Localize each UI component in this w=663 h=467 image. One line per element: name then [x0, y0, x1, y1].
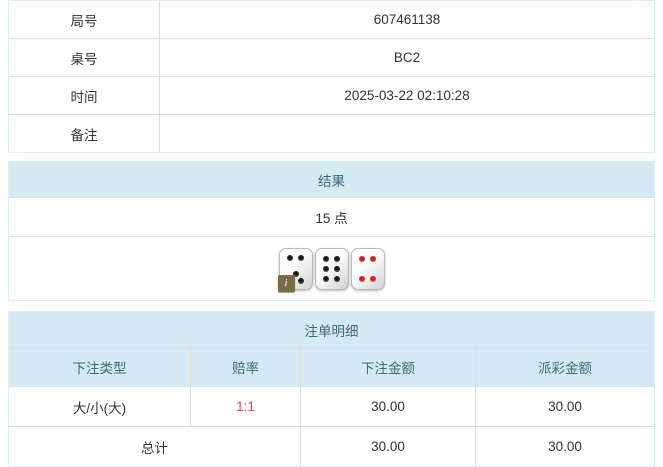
dice-group: i	[277, 247, 385, 292]
table-row: i	[9, 237, 654, 300]
cell-total-payout-amount: 30.00	[548, 439, 582, 454]
info-value-remark	[160, 115, 654, 152]
pip	[334, 275, 340, 282]
column-header-odds: 赔率	[191, 348, 301, 386]
table-row: 15 点	[9, 198, 654, 237]
info-label-table-no: 桌号	[9, 39, 160, 76]
info-label-round-no: 局号	[9, 1, 160, 38]
pip	[370, 255, 376, 262]
info-label-time: 时间	[9, 77, 160, 114]
column-header-bet-amount: 下注金额	[301, 348, 476, 386]
pip	[287, 254, 293, 261]
result-table: 结果 15 点 i	[8, 161, 655, 301]
pip	[323, 265, 329, 272]
info-value-time: 2025-03-22 02:10:28	[344, 88, 470, 103]
pip	[323, 275, 329, 282]
dice-result-cell: i	[9, 237, 654, 300]
pip	[370, 275, 376, 282]
bet-detail-table: 注单明细 下注类型 赔率 下注金额 派彩金额 大/小(大) 1:1 30.00 …	[8, 311, 655, 467]
pip	[323, 255, 329, 262]
cell-total-bet-amount: 30.00	[301, 427, 476, 466]
info-value-round-no: 607461138	[373, 12, 441, 27]
cell-bet-amount: 30.00	[301, 387, 476, 426]
column-header-payout-amount: 派彩金额	[538, 361, 592, 376]
cell-payout-amount: 30.00	[548, 399, 582, 414]
table-row: 局号 607461138	[9, 1, 654, 39]
table-row: 桌号 BC2	[9, 39, 654, 77]
die-1-value-5[interactable]: i	[277, 247, 313, 292]
cell-bet-type: 大/小(大)	[9, 387, 191, 426]
info-value-table-no: BC2	[393, 50, 421, 65]
pip	[359, 255, 365, 262]
dice-info-icon[interactable]: i	[277, 274, 295, 292]
info-label-remark: 备注	[9, 115, 160, 152]
die-2-value-6[interactable]	[314, 247, 349, 290]
cell-odds: 1:1	[191, 387, 301, 426]
pip	[334, 255, 340, 262]
die-3-value-4[interactable]	[350, 247, 385, 290]
cell-total-label: 总计	[9, 427, 301, 466]
pip	[334, 265, 340, 272]
pip	[359, 275, 365, 282]
bet-detail-total-row: 总计 30.00 30.00	[9, 427, 654, 466]
table-row: 大/小(大) 1:1 30.00 30.00	[9, 387, 654, 427]
result-total-points: 15 点	[315, 211, 348, 226]
bet-detail-header: 注单明细	[9, 312, 654, 348]
pip	[298, 277, 304, 284]
result-section-header: 结果	[9, 162, 654, 198]
column-header-bet-type: 下注类型	[9, 348, 191, 386]
section-gap	[8, 301, 655, 311]
table-row: 时间 2025-03-22 02:10:28	[9, 77, 654, 115]
table-row: 备注	[9, 115, 654, 152]
bet-detail-column-headers: 下注类型 赔率 下注金额 派彩金额	[9, 348, 654, 387]
pip	[298, 254, 304, 261]
game-info-table: 局号 607461138 桌号 BC2 时间 2025-03-22 02:10:…	[8, 0, 655, 153]
pip	[292, 270, 299, 277]
bet-result-page: 局号 607461138 桌号 BC2 时间 2025-03-22 02:10:…	[8, 0, 655, 467]
section-gap	[8, 153, 655, 161]
